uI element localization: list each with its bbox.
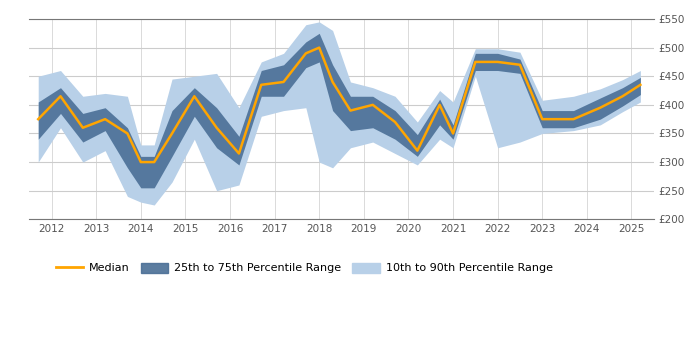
Legend: Median, 25th to 75th Percentile Range, 10th to 90th Percentile Range: Median, 25th to 75th Percentile Range, 1… (51, 258, 557, 278)
